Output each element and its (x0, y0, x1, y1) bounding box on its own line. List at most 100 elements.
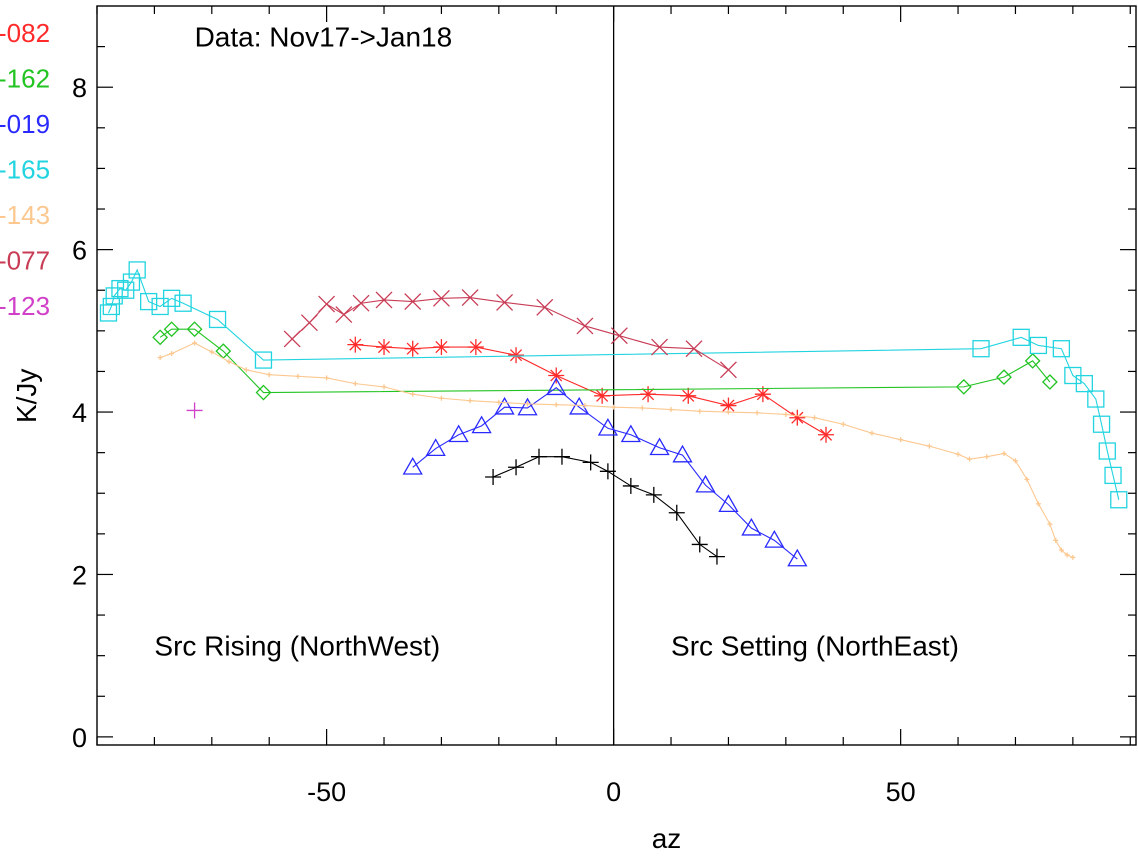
data-point (1035, 501, 1041, 507)
plot-frame (96, 5, 1137, 746)
data-point (620, 424, 641, 443)
data-point (467, 398, 473, 404)
data-point (582, 403, 588, 409)
series-layer (99, 261, 1128, 567)
data-point (680, 387, 697, 404)
data-point (1104, 466, 1122, 485)
y-tick-label: 6 (72, 236, 87, 266)
data-point (111, 279, 129, 298)
annotations: Data: Nov17->Jan18 Src Rising (NorthWest)… (154, 22, 959, 662)
annotation: Src Rising (NorthWest) (154, 631, 440, 662)
data-point (485, 469, 502, 486)
data-point (1058, 547, 1064, 553)
data-point (433, 339, 450, 356)
data-point (582, 454, 599, 471)
series-082 (347, 336, 835, 443)
data-point (461, 289, 479, 306)
data-point (546, 377, 567, 396)
data-point (649, 437, 670, 456)
data-point (404, 340, 421, 357)
data-point (254, 351, 273, 369)
legend-entry: -123 (0, 291, 50, 321)
data-point (352, 381, 358, 387)
data-point (163, 321, 180, 338)
series-123 (186, 402, 203, 419)
data-point (972, 340, 990, 358)
data-point (597, 417, 619, 436)
x-axis-title: az (652, 823, 682, 854)
data-point (576, 317, 594, 335)
data-point (536, 298, 554, 316)
data-point (467, 339, 484, 356)
y-tick-label: 8 (72, 73, 87, 103)
data-point (764, 530, 785, 548)
data-point (496, 293, 514, 311)
data-point (525, 401, 531, 407)
data-point (695, 474, 716, 493)
series-line (412, 386, 798, 560)
data-point (255, 384, 272, 401)
data-point (122, 273, 141, 291)
data-point (1041, 374, 1058, 390)
data-point (1024, 476, 1030, 482)
data-point (955, 451, 961, 457)
data-point (708, 548, 725, 565)
data-point (381, 384, 387, 390)
data-point (955, 378, 972, 395)
data-point (967, 456, 973, 462)
data-point (553, 402, 559, 408)
data-point (1098, 442, 1116, 460)
data-point (996, 369, 1012, 386)
data-point (898, 437, 904, 443)
data-point (128, 261, 146, 279)
data-point (300, 314, 318, 332)
data-point (152, 329, 169, 346)
y-tick-label: 2 (72, 560, 87, 590)
axes: -50 0 50 0 2 4 6 8 az K/Jy (11, 5, 1137, 854)
data-point (812, 415, 818, 421)
data-point (818, 426, 835, 443)
data-point (984, 454, 990, 460)
legend-entry: -082 (0, 18, 50, 48)
legend-entry: -162 (0, 64, 50, 94)
x-tick-label: 50 (886, 777, 916, 807)
data-point (209, 349, 215, 355)
data-point (376, 339, 393, 356)
series-line (291, 296, 729, 371)
data-point (192, 340, 198, 346)
data-point (691, 536, 708, 553)
data-point (685, 340, 703, 358)
series-165 (99, 261, 1128, 509)
legend-entry: -143 (0, 200, 50, 230)
data-point (741, 517, 762, 536)
data-point (553, 448, 570, 465)
data-point (432, 289, 450, 307)
data-point (725, 409, 731, 415)
data-point (651, 338, 669, 356)
data-point (99, 304, 118, 322)
data-point (672, 444, 693, 463)
series-162 (152, 321, 1058, 401)
data-point (645, 486, 662, 503)
legend-entry: -019 (0, 109, 50, 139)
data-point (1047, 521, 1053, 527)
data-point (1087, 390, 1105, 408)
legend-entry: -165 (0, 155, 50, 185)
data-point (639, 405, 645, 411)
data-point (208, 310, 227, 329)
data-point (1092, 415, 1111, 433)
data-point (640, 386, 657, 403)
data-point (186, 321, 203, 338)
y-tick-label: 0 (72, 723, 87, 753)
data-point (611, 404, 617, 410)
data-point (1029, 336, 1048, 355)
data-point (787, 548, 808, 567)
data-point (283, 330, 301, 348)
data-point (719, 361, 737, 379)
data-point (402, 456, 423, 475)
data-point (926, 443, 932, 449)
data-point (105, 287, 123, 305)
data-point (1052, 340, 1071, 358)
series-077 (283, 289, 737, 379)
